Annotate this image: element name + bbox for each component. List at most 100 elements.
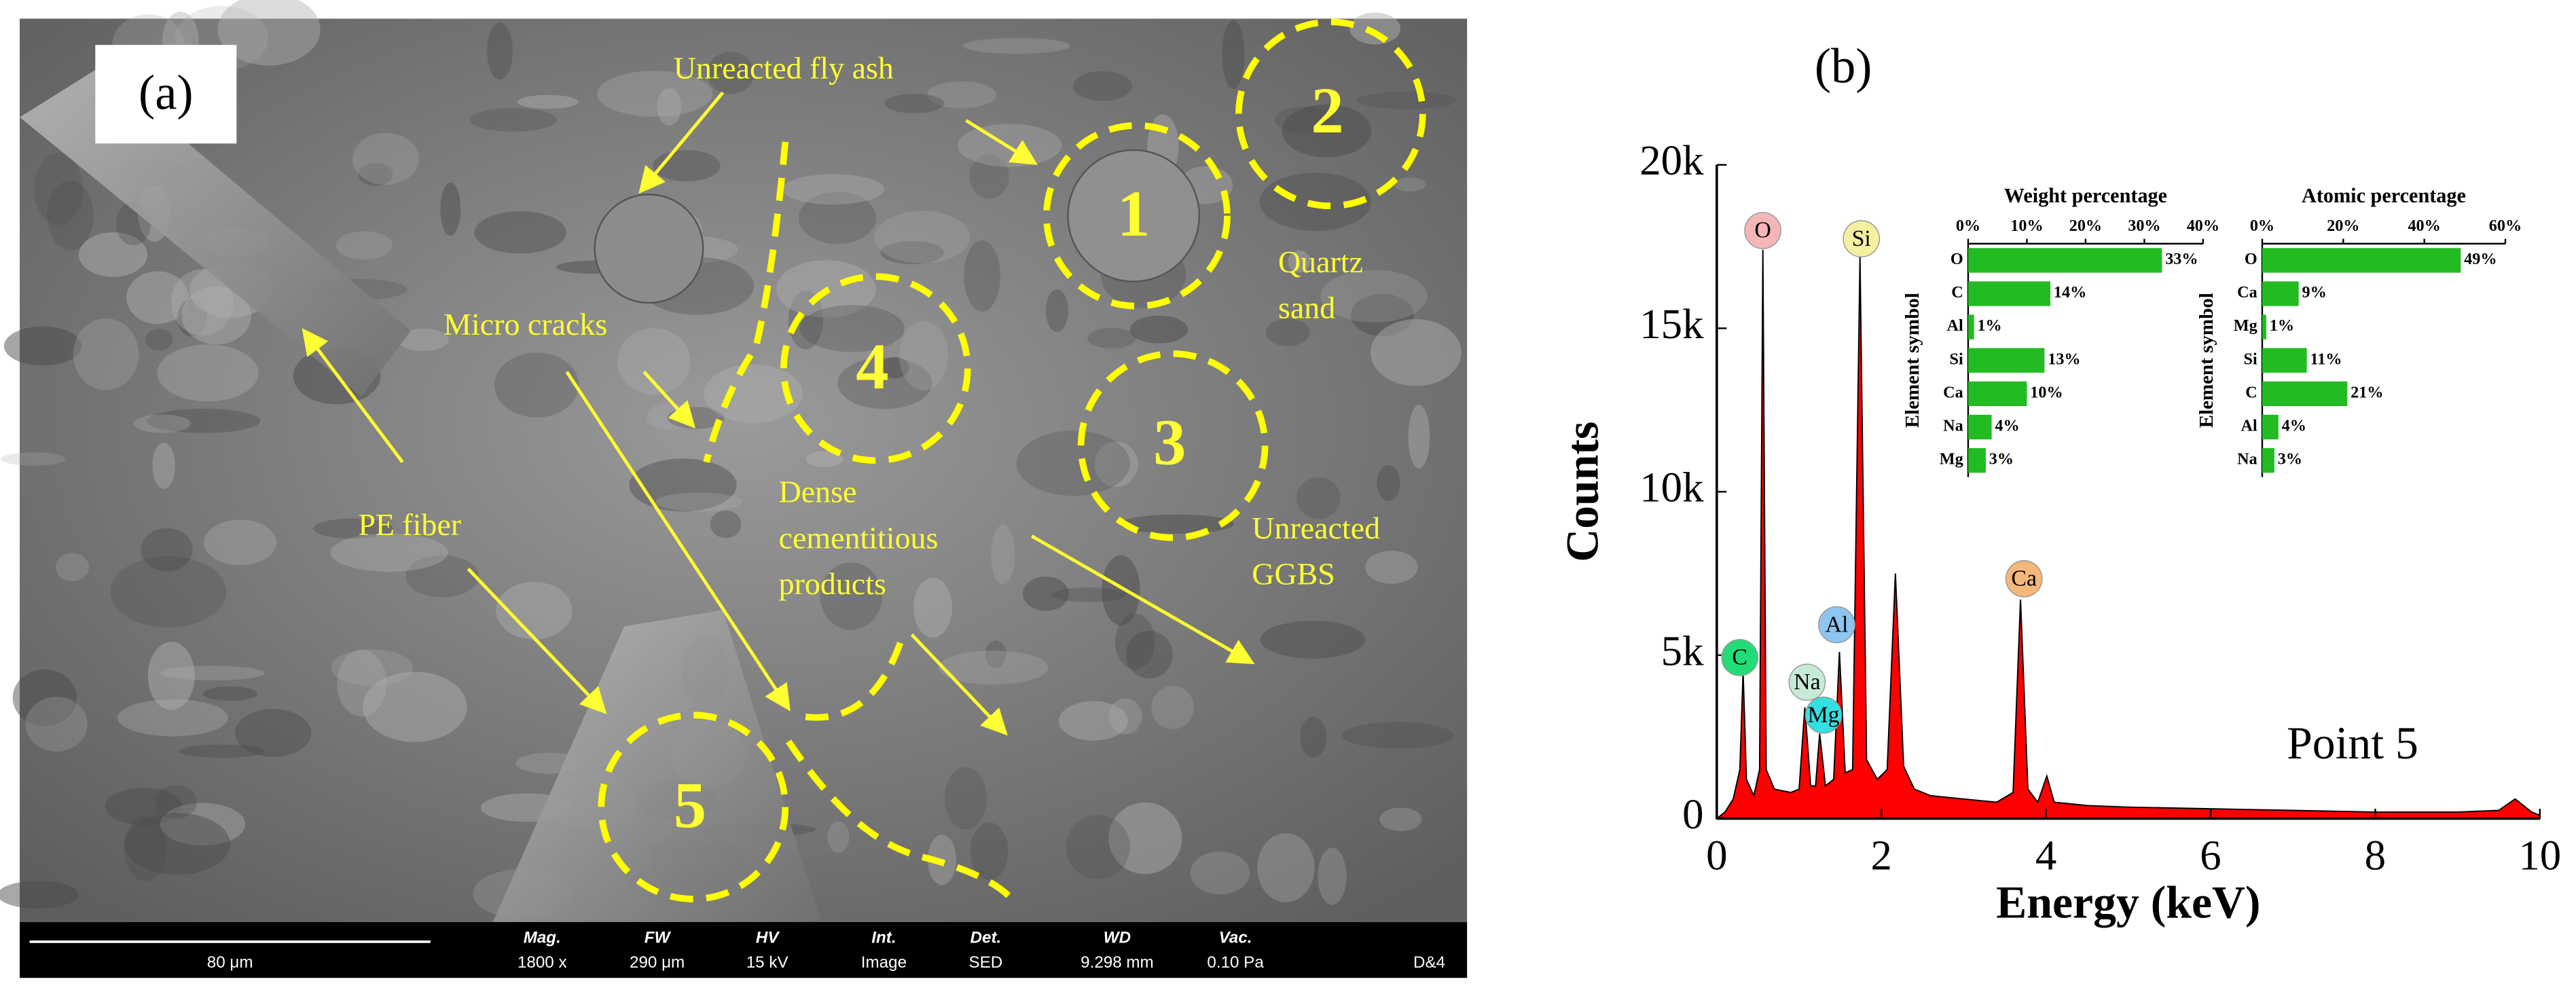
texture-blob: [884, 93, 945, 113]
texture-blob: [617, 328, 691, 395]
texture-blob: [1129, 315, 1189, 344]
texture-blob: [124, 815, 167, 881]
bar: [2262, 348, 2307, 373]
inset-title: Weight percentage: [2004, 184, 2167, 207]
y-tick-label: C: [2245, 383, 2257, 401]
texture-blob: [1045, 289, 1068, 332]
texture-blob: [73, 318, 139, 390]
texture-blob: [1282, 104, 1372, 158]
info-key: WD: [1104, 929, 1131, 947]
texture-blob: [1125, 630, 1173, 679]
panel-label: (b): [1815, 39, 1872, 94]
bar: [2262, 281, 2299, 306]
peak-label: C: [1732, 645, 1747, 670]
region-circle: [780, 273, 971, 464]
info-key: FW: [645, 929, 672, 947]
texture-blob: [331, 649, 414, 686]
y-tick-label: 5k: [1661, 627, 1704, 674]
arrow: [565, 371, 791, 712]
texture-blob: [181, 286, 251, 345]
peak-marker: [1744, 212, 1781, 249]
texture-blob: [1365, 551, 1418, 584]
value-label: 4%: [2282, 417, 2306, 435]
texture-blob: [1377, 464, 1400, 502]
fly-ash: [594, 194, 704, 304]
crack-outline: [786, 642, 1013, 900]
y-axis-label: Element symbol: [2196, 293, 2217, 428]
bar: [2262, 381, 2348, 407]
y-tick-label: O: [2245, 250, 2257, 268]
x-axis-label: Energy (keV): [1996, 877, 2260, 928]
annotation: Dense: [779, 475, 857, 509]
bar: [1967, 248, 2162, 273]
fiber: [20, 68, 411, 397]
peak-label: Si: [1852, 226, 1871, 251]
texture-blob: [1296, 477, 1341, 519]
texture-blob: [710, 510, 742, 538]
bar: [1967, 447, 1986, 473]
texture-blob: [880, 240, 945, 265]
x-tick-label: 20%: [2327, 217, 2359, 235]
texture-blob: [110, 556, 227, 628]
texture-blob: [330, 533, 448, 572]
bar: [2262, 314, 2266, 340]
texture-blob: [1260, 621, 1366, 659]
texture-blob: [117, 699, 229, 737]
inset-title: Atomic percentage: [2302, 184, 2466, 207]
info-key: Int.: [871, 929, 896, 947]
y-tick-label: 10k: [1639, 464, 1704, 511]
y-tick-label: Al: [1947, 316, 1963, 335]
texture-blob: [880, 356, 909, 379]
annotation: PE fiber: [358, 507, 461, 542]
label-box: [95, 45, 237, 144]
peak-label: Mg: [1808, 702, 1840, 727]
texture-blob: [1318, 847, 1347, 905]
value-label: 14%: [2054, 283, 2086, 301]
x-tick-label: 0%: [2250, 217, 2274, 235]
value-label: 21%: [2351, 383, 2383, 401]
y-axis-label: Element symbol: [1902, 293, 1923, 428]
texture-blob: [799, 305, 905, 352]
texture-blob: [820, 562, 882, 630]
region-circle: [598, 712, 789, 902]
bar: [1967, 281, 2051, 306]
peak-marker: [1843, 220, 1881, 257]
peak-marker: [1721, 639, 1759, 676]
arrow: [638, 91, 725, 194]
texture-blob: [160, 665, 265, 681]
texture-blob: [963, 37, 1070, 54]
texture-blob: [1394, 177, 1426, 192]
x-tick-label: 10%: [2010, 217, 2043, 235]
texture-blob: [1351, 293, 1414, 337]
texture-blob: [487, 22, 513, 80]
texture-blob: [147, 642, 195, 710]
texture-blob: [1102, 555, 1140, 625]
value-label: 9%: [2302, 283, 2327, 301]
y-tick-label: 0: [1682, 790, 1703, 838]
y-tick-label: Si: [2244, 350, 2257, 368]
texture-blob: [171, 269, 234, 336]
x-tick-label: 20%: [2069, 217, 2102, 235]
peak-label: Ca: [2011, 566, 2037, 591]
texture-blob: [1356, 92, 1457, 109]
fly-ash: [1067, 149, 1201, 282]
texture-blob: [337, 649, 387, 717]
texture-blob: [957, 124, 1062, 167]
arrow: [965, 119, 1038, 165]
texture-blob: [235, 708, 312, 757]
region-number: 2: [1311, 74, 1343, 147]
value-label: 10%: [2030, 383, 2063, 401]
texture-blob: [707, 52, 755, 94]
texture-blob: [177, 299, 207, 337]
info-value: 1800 x: [518, 953, 567, 972]
peak-marker: [1788, 663, 1826, 701]
bar: [1967, 348, 2045, 373]
fiber: [492, 610, 822, 922]
y-tick-label: Al: [2241, 417, 2257, 435]
texture-blob: [1058, 701, 1128, 741]
info-value: Image: [861, 953, 907, 972]
texture-blob: [141, 528, 193, 572]
annotation: Quartz: [1278, 244, 1363, 279]
texture-blob: [0, 881, 79, 909]
